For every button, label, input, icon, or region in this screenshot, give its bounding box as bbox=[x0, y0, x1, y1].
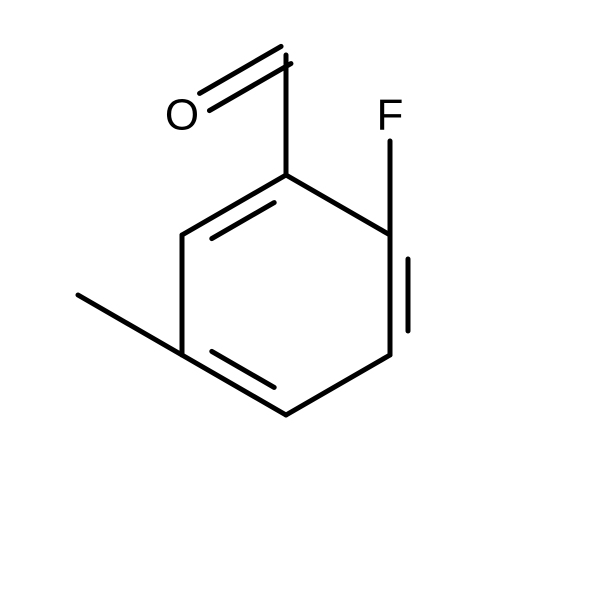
bond bbox=[209, 64, 290, 111]
bond-inner bbox=[212, 351, 274, 387]
atom-label-f: F bbox=[377, 91, 404, 140]
bond bbox=[286, 175, 390, 235]
molecule-diagram: OF bbox=[0, 0, 600, 600]
bond bbox=[286, 355, 390, 415]
bond bbox=[78, 295, 182, 355]
atom-label-o: O bbox=[165, 91, 199, 140]
bond bbox=[200, 46, 281, 93]
bond-inner bbox=[212, 203, 274, 239]
